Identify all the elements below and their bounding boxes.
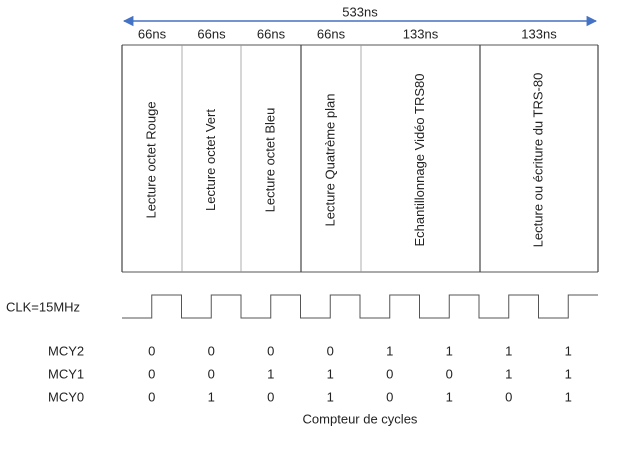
counter-bit: 0 — [505, 389, 512, 404]
counter-bit: 0 — [327, 343, 334, 358]
counter-name: MCY2 — [48, 343, 84, 358]
counter-name: MCY1 — [48, 366, 84, 381]
counter-bit: 0 — [148, 389, 155, 404]
counter-bit: 1 — [446, 389, 453, 404]
total-duration: 533ns — [342, 4, 378, 19]
counter-bit: 1 — [565, 389, 572, 404]
counter-bit: 0 — [267, 343, 274, 358]
counter-bit: 0 — [446, 366, 453, 381]
counter-bit: 0 — [267, 389, 274, 404]
slot-label: Echantillonnage Vidéo TRS80 — [412, 74, 427, 247]
slot-label: Lecture octet Rouge — [143, 101, 158, 218]
slot-duration: 66ns — [317, 26, 346, 41]
counter-bit: 1 — [505, 343, 512, 358]
counter-bit: 1 — [327, 366, 334, 381]
counter-bit: 1 — [327, 389, 334, 404]
slot-label: Lecture ou écriture du TRS-80 — [530, 73, 545, 248]
counter-bit: 1 — [505, 366, 512, 381]
counter-bit: 1 — [386, 343, 393, 358]
counter-bit: 0 — [386, 389, 393, 404]
counter-bit: 0 — [148, 343, 155, 358]
counter-bit: 0 — [148, 366, 155, 381]
slot-duration: 66ns — [197, 26, 226, 41]
counter-bit: 1 — [208, 389, 215, 404]
slot-label: Lecture octet Vert — [203, 109, 218, 211]
slot-duration: 133ns — [521, 26, 557, 41]
clock-label: CLK=15MHz — [6, 299, 80, 314]
slot-duration: 66ns — [257, 26, 286, 41]
counter-bit: 1 — [565, 343, 572, 358]
clock-wave — [122, 294, 598, 319]
counter-bit: 1 — [565, 366, 572, 381]
counter-bit: 0 — [208, 343, 215, 358]
slot-label: Lecture octet Bleu — [262, 108, 277, 213]
slot-duration: 133ns — [403, 26, 439, 41]
counter-caption: Compteur de cycles — [303, 411, 418, 426]
counter-bit: 0 — [208, 366, 215, 381]
counter-bit: 1 — [446, 343, 453, 358]
counter-name: MCY0 — [48, 389, 84, 404]
counter-bit: 0 — [386, 366, 393, 381]
slot-label: Lecture Quatrème plan — [322, 94, 337, 227]
counter-bit: 1 — [267, 366, 274, 381]
slot-duration: 66ns — [138, 26, 167, 41]
